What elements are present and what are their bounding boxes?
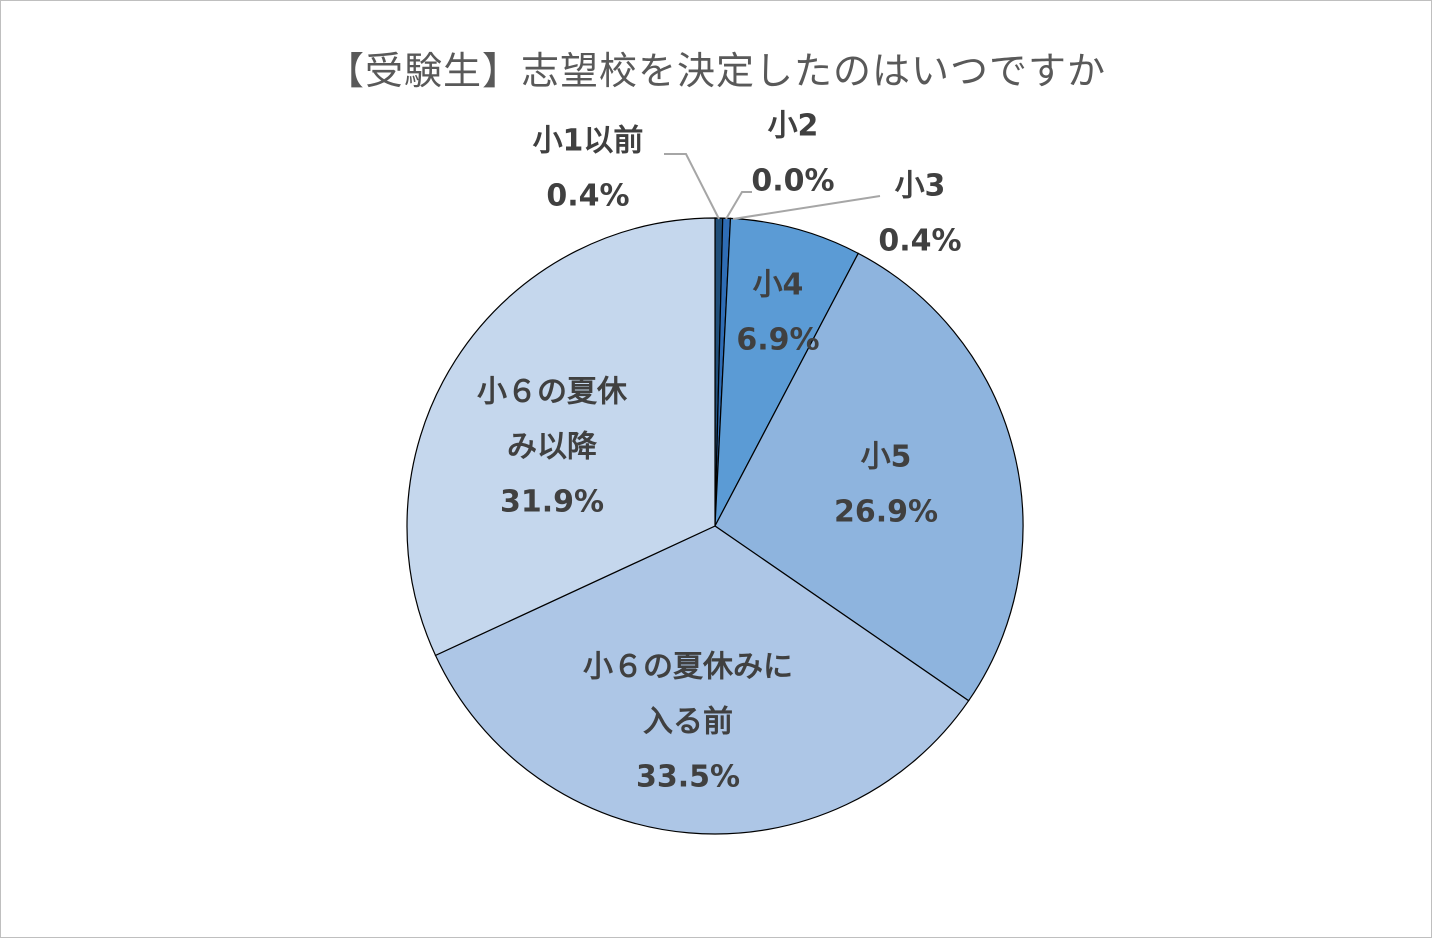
slice-category-label: 小６の夏休みに — [583, 650, 793, 685]
slice-category-label: 入る前 — [643, 705, 733, 740]
pie-slice — [714, 252, 1024, 702]
slice-category-label: 小2 — [768, 109, 819, 144]
pie-labels: 小1以前 0.4% 小2 0.0% 小3 0.4% 小4 6.9% 小5 26.9% 小６の夏休みに… — [477, 109, 962, 795]
slice-value-label: 0.4% — [878, 224, 961, 259]
slice-value-label: 33.5% — [636, 760, 740, 795]
slice-category-label: 小６の夏休 — [477, 375, 628, 410]
chart-title: 【受験生】志望校を決定したのはいつですか — [325, 49, 1106, 93]
leader-line — [664, 153, 720, 220]
pie-slice — [434, 525, 970, 835]
slice-value-label: 0.4% — [546, 179, 629, 214]
pie-slices — [406, 217, 1024, 835]
slice-category-label: 小4 — [753, 268, 804, 303]
pie-slice — [406, 217, 716, 657]
slice-value-label: 0.0% — [751, 164, 834, 199]
slice-value-label: 26.9% — [834, 495, 938, 530]
leader-line — [732, 195, 881, 220]
slice-category-label: み以降 — [507, 430, 598, 465]
slice-value-label: 31.9% — [500, 485, 604, 520]
slice-category-label: 小1以前 — [533, 124, 644, 159]
slice-category-label: 小5 — [861, 440, 912, 475]
leader-line — [725, 191, 752, 220]
slice-category-label: 小3 — [895, 169, 946, 204]
slice-value-label: 6.9% — [736, 323, 819, 358]
